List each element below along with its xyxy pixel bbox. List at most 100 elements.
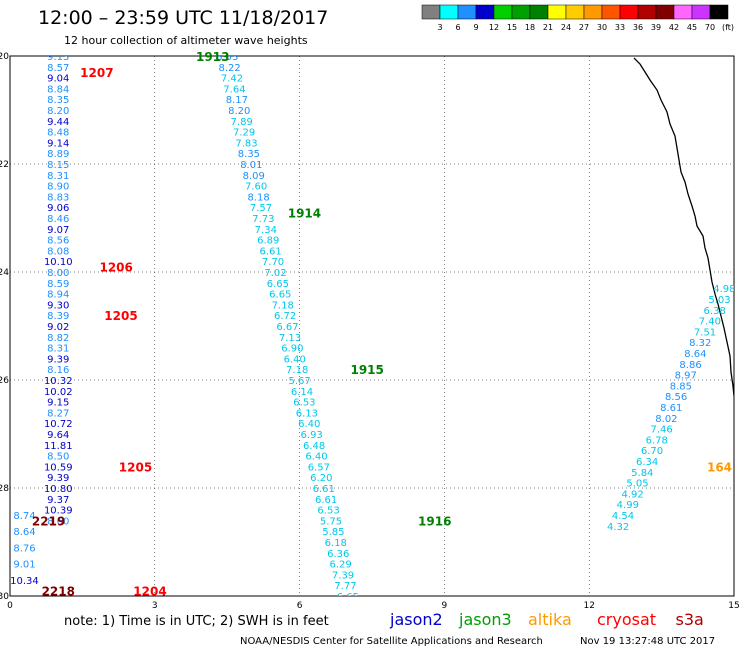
pass-label: 1914 (288, 207, 321, 221)
colorbar-level: 6 (455, 23, 460, 32)
wave-height-value: 8.20 (228, 106, 250, 117)
wave-height-value: 10.34 (10, 576, 39, 587)
wave-height-value: 9.39 (47, 473, 69, 484)
wave-height-value: 7.39 (332, 570, 354, 581)
wave-height-value: 7.64 (223, 84, 245, 95)
wave-height-value: 6.14 (291, 387, 313, 398)
wave-height-value: 6.78 (646, 435, 668, 446)
wave-height-value: 9.14 (47, 138, 69, 149)
wave-height-value: 8.53 (216, 52, 238, 63)
wave-height-value: 7.51 (694, 327, 716, 338)
wave-height-value: 9.37 (47, 495, 69, 506)
wave-height-value: 8.02 (655, 414, 677, 425)
wave-height-value: 7.57 (250, 203, 272, 214)
colorbar-swatch (601, 4, 621, 20)
pass-number-labels: 1207 1206 1205 1205 1204 2219 2218 1913 1914 1915… (32, 50, 732, 599)
wave-height-value: 9.04 (47, 74, 69, 85)
wave-height-value: 8.89 (47, 149, 69, 160)
wave-height-value: 8.17 (226, 95, 248, 106)
x-tick-label: 12 (583, 601, 594, 611)
wave-height-value: 7.01 (339, 603, 361, 614)
wave-height-value: 8.86 (679, 360, 701, 371)
legend-entry: jason3 (458, 610, 512, 629)
wave-height-value: 6.61 (313, 484, 335, 495)
x-tick-label: 3 (152, 601, 158, 611)
wave-height-value: 8.76 (13, 543, 35, 554)
pass-label: 1916 (418, 514, 451, 528)
wave-height-labels: 9.138.579.048.848.358.209.448.489.148.89… (10, 52, 734, 614)
wave-height-value: 9.64 (47, 430, 69, 441)
wave-height-value: 6.90 (281, 344, 303, 355)
y-tick-label: 26 (0, 376, 9, 386)
colorbar-level: 12 (489, 23, 499, 32)
wave-height-value: 9.30 (47, 300, 69, 311)
wave-height-value: 6.18 (325, 538, 347, 549)
x-tick-label: 15 (728, 601, 739, 611)
colorbar-swatch (511, 4, 531, 20)
plot-frame (9, 55, 735, 597)
wave-height-value: 7.89 (231, 117, 253, 128)
wave-height-value: 8.31 (47, 171, 69, 182)
colorbar-swatch (493, 4, 513, 20)
colorbar-swatch (709, 4, 729, 20)
wave-height-value: 8.82 (47, 333, 69, 344)
colorbar-swatch (583, 4, 603, 20)
colorbar-level: 24 (561, 23, 571, 32)
wave-height-value: 10.59 (44, 462, 73, 473)
satellite-legend: jason2 jason3 altika cryosat s3a (389, 610, 704, 629)
x-tick-label: 9 (442, 601, 448, 611)
wave-height-value: 8.48 (47, 128, 69, 139)
wave-height-value: 9.39 (47, 354, 69, 365)
colorbar-level: 42 (669, 23, 679, 32)
wave-height-value: 5.03 (708, 295, 730, 306)
wave-height-value: 8.74 (13, 511, 35, 522)
wave-height-value: 8.18 (247, 192, 269, 203)
wave-height-value: 10.72 (44, 419, 73, 430)
footer-credit: NOAA/NESDIS Center for Satellite Applica… (240, 636, 543, 647)
x-tick-label: 0 (7, 601, 13, 611)
wave-height-value: 8.01 (240, 160, 262, 171)
x-tick-label: 6 (297, 601, 303, 611)
wave-height-value: 8.56 (47, 236, 69, 247)
wave-height-value: 6.65 (337, 592, 359, 603)
wave-height-value: 9.07 (47, 225, 69, 236)
wave-height-value: 6.36 (327, 549, 349, 560)
wave-height-value: 6.53 (317, 506, 339, 517)
wave-height-value: 6.29 (329, 560, 351, 571)
wave-height-value: 7.77 (334, 581, 356, 592)
colorbar-swatch (457, 4, 477, 20)
wave-height-value: 8.61 (660, 403, 682, 414)
wave-height-value: 7.46 (650, 425, 672, 436)
chart-title: 12:00 – 23:59 UTC 11/18/2017 (38, 7, 328, 29)
wave-height-value: 8.22 (218, 63, 240, 74)
colorbar-swatch (421, 4, 441, 20)
y-tick-label: 20 (0, 52, 9, 62)
wave-height-value: 8.20 (47, 106, 69, 117)
wave-height-value: 7.18 (272, 300, 294, 311)
wave-height-value: 5.75 (320, 516, 342, 527)
wave-height-value: 7.34 (255, 225, 277, 236)
wave-height-value: 6.89 (257, 236, 279, 247)
pass-label: 2219 (32, 514, 65, 528)
wave-height-value: 8.32 (689, 338, 711, 349)
wave-height-value: 9.01 (13, 560, 35, 571)
wave-height-value: 8.15 (47, 160, 69, 171)
wave-height-value: 8.46 (47, 214, 69, 225)
wave-height-value: 5.84 (631, 468, 653, 479)
wave-height-value: 8.64 (13, 527, 35, 538)
colorbar-level: 18 (525, 23, 535, 32)
wave-height-value: 6.20 (310, 473, 332, 484)
colorbar-swatch (619, 4, 639, 20)
wave-height-value: 6.67 (276, 322, 298, 333)
wave-height-value: 5.85 (322, 527, 344, 538)
wave-height-value: 6.40 (284, 354, 306, 365)
wave-height-value: 9.06 (47, 203, 69, 214)
pass-label: 1915 (350, 363, 383, 377)
wave-height-value: 8.39 (47, 311, 69, 322)
colorbar-level: 9 (473, 23, 478, 32)
wave-height-value: 10.32 (44, 376, 73, 387)
wave-height-value: 9.02 (47, 322, 69, 333)
wave-height-value: 8.60 (47, 516, 69, 527)
wave-height-value: 7.18 (286, 365, 308, 376)
legend-entry: altika (528, 610, 572, 629)
